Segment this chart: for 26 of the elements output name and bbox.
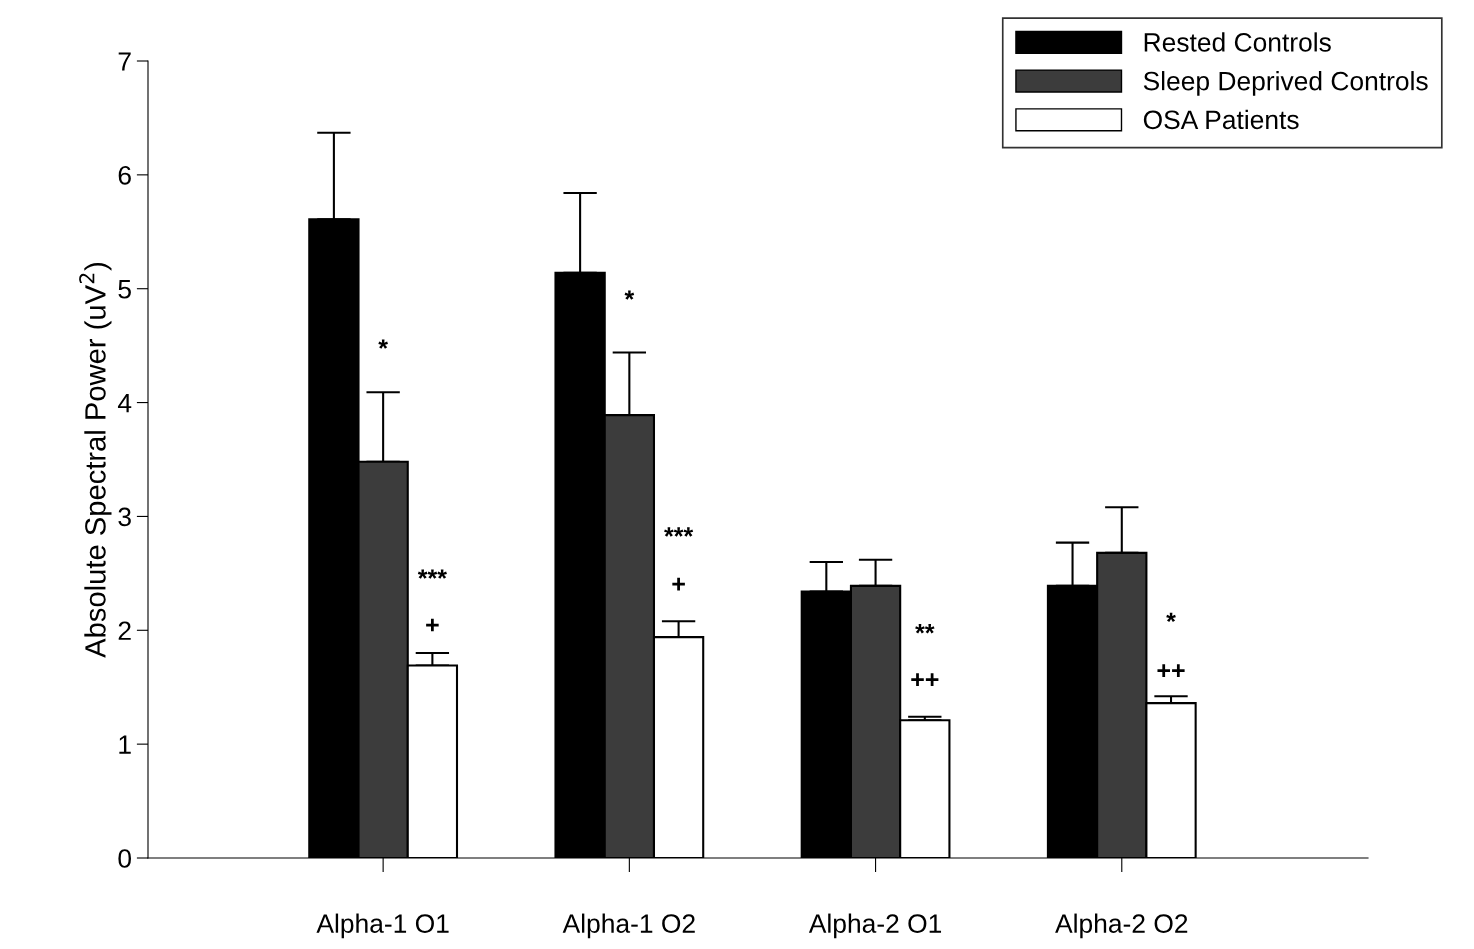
y-tick-label: 2: [118, 621, 131, 640]
annotation: ++: [911, 673, 939, 687]
y-tick-label: 7: [118, 52, 131, 71]
y-tick-label: 6: [118, 165, 131, 185]
annotation: +: [426, 618, 439, 632]
y-tick-label: 4: [117, 393, 132, 413]
y-tick-label: 1: [119, 735, 131, 754]
annotation: *: [1166, 612, 1176, 623]
y-tick-label: 0: [118, 849, 131, 868]
legend-label: OSA Patients: [1143, 109, 1299, 130]
legend-label: Rested Controls: [1144, 32, 1331, 52]
annotation: +: [672, 577, 685, 591]
y-tick-label: 3: [118, 507, 131, 527]
annotation: **: [915, 624, 935, 634]
annotation: ***: [417, 569, 447, 579]
annotation: ***: [664, 527, 694, 537]
x-tick-label: Alpha-1 O1: [316, 913, 449, 939]
annotation: *: [378, 339, 388, 349]
y-axis-title: Absolute Spectral Power (uV$^{2}$): [79, 262, 112, 658]
y-tick-label: 5: [118, 280, 131, 299]
legend-label: Sleep Deprived Controls: [1143, 71, 1428, 96]
annotation: *: [624, 290, 635, 300]
x-tick-label: Alpha-2 O1: [808, 913, 942, 939]
x-tick-label: Alpha-2 O2: [1055, 913, 1188, 939]
annotation: ++: [1157, 664, 1185, 677]
x-tick-label: Alpha-1 O2: [562, 913, 695, 939]
